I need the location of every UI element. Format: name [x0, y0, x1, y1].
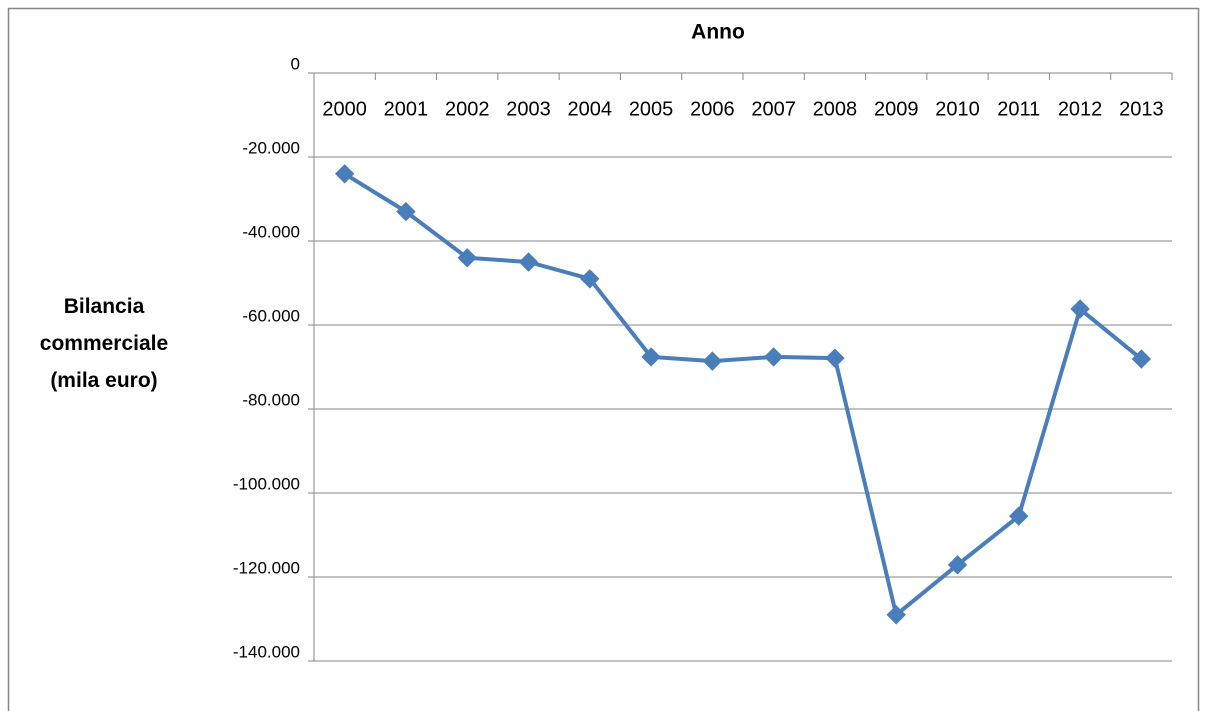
y-tick-label: -100.000 — [233, 474, 300, 493]
marker — [763, 347, 784, 367]
x-tick-label: 2006 — [690, 98, 735, 120]
x-tick-label: 2007 — [751, 98, 796, 120]
marker — [334, 164, 355, 184]
marker — [518, 252, 539, 272]
y-tick-label: -60.000 — [242, 306, 300, 325]
x-tick-label: 2002 — [445, 98, 490, 120]
y-tick-label: -20.000 — [242, 138, 300, 157]
marker — [886, 605, 906, 625]
marker — [457, 248, 477, 268]
x-tick-label: 2010 — [935, 98, 980, 120]
y-tick-label: 0 — [291, 54, 300, 73]
x-tick-label: 2003 — [506, 98, 551, 120]
y-tick-label: -40.000 — [242, 222, 300, 241]
y-tick-label: -140.000 — [233, 642, 300, 661]
y-axis-title: Bilancia commerciale (mila euro) — [39, 295, 169, 392]
marker — [641, 347, 661, 367]
x-tick-label: 2004 — [568, 98, 613, 120]
marker — [947, 555, 968, 575]
marker — [825, 348, 845, 368]
x-tick-label: 2012 — [1058, 98, 1103, 120]
x-axis-title: Anno — [691, 21, 745, 44]
marker — [1070, 299, 1090, 319]
x-tick-label: 2009 — [874, 98, 919, 120]
y-tick-label: -80.000 — [242, 390, 300, 409]
y-tick-label: -120.000 — [233, 558, 300, 577]
x-tick-label: 2000 — [322, 98, 367, 120]
marker — [396, 201, 416, 222]
x-tick-label: 2001 — [384, 98, 429, 120]
marker — [1131, 349, 1152, 369]
x-tick-label: 2008 — [813, 98, 858, 120]
marker — [580, 269, 600, 289]
marker — [702, 351, 723, 371]
x-tick-label: 2011 — [997, 98, 1040, 120]
marker — [1009, 506, 1029, 526]
chart-border — [7, 7, 1200, 711]
x-tick-label: 2013 — [1119, 98, 1164, 120]
x-tick-label: 2005 — [629, 98, 674, 120]
series-line — [343, 172, 1143, 617]
